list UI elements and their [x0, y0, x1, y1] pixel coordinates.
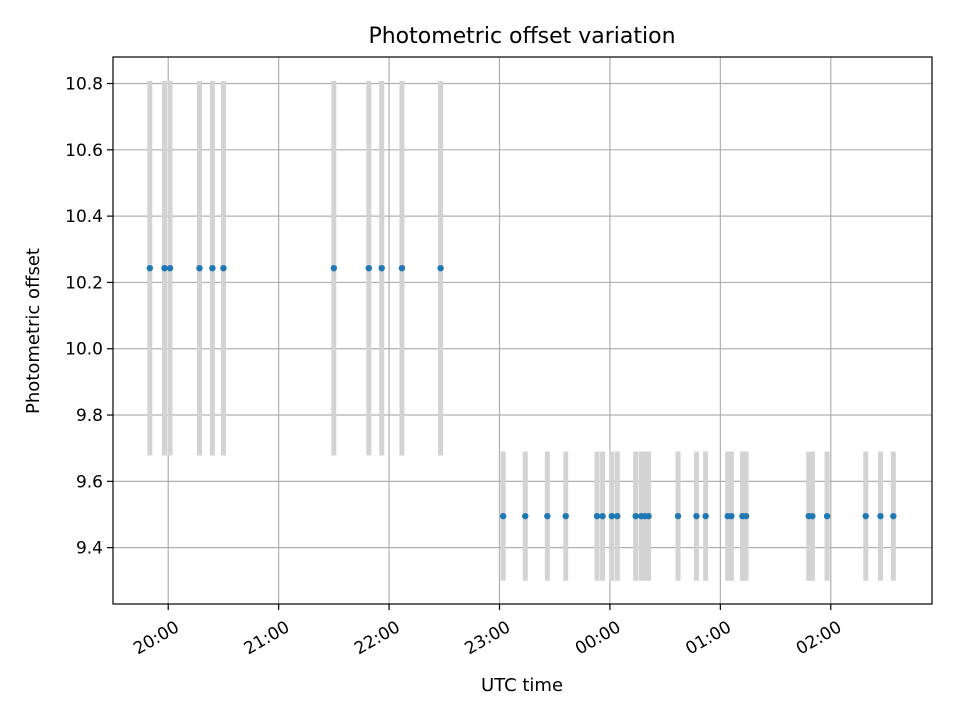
y-tick-label: 9.6 — [76, 472, 103, 492]
data-point — [544, 512, 551, 520]
x-tick-label: 00:00 — [572, 617, 624, 659]
data-point — [146, 264, 154, 272]
data-point — [809, 512, 816, 520]
x-tick-label: 22:00 — [351, 617, 403, 659]
grid-lines — [113, 57, 932, 604]
error-bars — [147, 80, 896, 581]
data-point — [593, 512, 601, 520]
data-point — [398, 264, 406, 272]
x-tick-label: 01:00 — [682, 617, 734, 659]
data-point — [728, 512, 735, 520]
data-point — [693, 512, 700, 520]
data-point — [330, 264, 338, 272]
y-tick-label: 9.4 — [76, 539, 103, 559]
data-point — [562, 512, 569, 520]
y-tick-label: 10.4 — [65, 207, 103, 227]
data-point — [499, 512, 507, 520]
chart-title: Photometric offset variation — [368, 24, 675, 49]
data-point — [608, 512, 615, 520]
data-point — [166, 264, 174, 272]
data-point — [632, 512, 639, 520]
x-tick-label: 23:00 — [462, 617, 514, 659]
data-point — [365, 264, 373, 272]
data-point — [209, 264, 216, 272]
data-point — [674, 512, 682, 520]
y-tick-label: 10.0 — [65, 340, 103, 360]
data-point — [823, 512, 831, 520]
data-point — [599, 512, 606, 520]
y-tick-label: 10.8 — [65, 75, 103, 95]
data-point — [742, 512, 750, 520]
data-point — [161, 264, 168, 272]
data-point — [614, 512, 621, 520]
plot-area-frame — [112, 56, 933, 605]
x-axis-ticks: 20:00 21:00 22:00 23:00 00:00 01:00 02:00 — [130, 604, 845, 659]
data-point — [877, 512, 884, 520]
x-tick-label: 20:00 — [130, 617, 182, 659]
data-point — [522, 512, 529, 520]
y-tick-label: 9.8 — [76, 406, 103, 426]
data-point — [862, 512, 869, 520]
data-point — [196, 264, 203, 272]
y-axis-ticks: 9.4 9.6 9.8 10.0 10.2 10.4 10.6 10.8 — [65, 75, 113, 559]
data-point — [890, 512, 897, 520]
x-tick-label: 21:00 — [241, 617, 293, 659]
x-tick-label: 02:00 — [793, 617, 845, 659]
y-tick-label: 10.2 — [65, 273, 103, 293]
y-axis-label: Photometric offset — [23, 248, 44, 414]
y-tick-label: 10.6 — [65, 141, 103, 161]
data-points — [146, 264, 897, 520]
x-axis-label: UTC time — [481, 675, 563, 696]
data-point — [645, 512, 652, 520]
data-point — [220, 264, 227, 272]
data-point — [437, 264, 444, 272]
data-point — [702, 512, 709, 520]
data-point — [378, 264, 385, 272]
